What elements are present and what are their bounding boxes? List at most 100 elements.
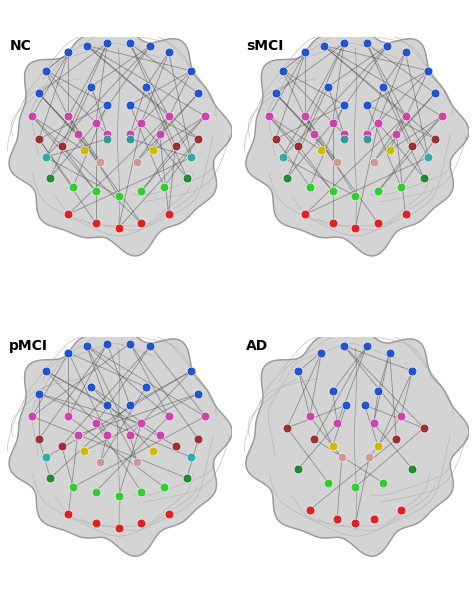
- Point: [397, 412, 405, 421]
- Point: [137, 418, 145, 428]
- Point: [165, 47, 173, 57]
- Point: [370, 418, 377, 428]
- Point: [83, 341, 91, 351]
- Point: [438, 111, 446, 121]
- Point: [340, 100, 348, 109]
- Point: [97, 457, 104, 467]
- Point: [103, 38, 111, 48]
- Point: [126, 100, 134, 109]
- Point: [137, 118, 145, 128]
- Point: [320, 41, 328, 50]
- Point: [363, 100, 371, 109]
- Point: [160, 482, 168, 492]
- Point: [42, 453, 49, 462]
- Point: [329, 218, 337, 228]
- Point: [35, 134, 43, 144]
- Point: [35, 389, 43, 398]
- Point: [301, 111, 309, 121]
- Point: [383, 41, 391, 50]
- Point: [165, 412, 173, 421]
- Point: [165, 510, 173, 519]
- Point: [172, 141, 179, 151]
- Point: [65, 111, 73, 121]
- Point: [160, 182, 168, 192]
- Point: [374, 118, 382, 128]
- Point: [352, 482, 359, 492]
- Point: [397, 182, 405, 192]
- Point: [363, 38, 371, 48]
- Point: [295, 141, 302, 151]
- Point: [379, 82, 386, 91]
- Point: [324, 478, 332, 487]
- Point: [165, 111, 173, 121]
- Point: [83, 41, 91, 50]
- Point: [352, 191, 359, 201]
- Point: [306, 182, 314, 192]
- Point: [103, 400, 111, 410]
- Point: [42, 366, 49, 376]
- Point: [374, 441, 382, 451]
- Point: [365, 453, 373, 462]
- Point: [92, 487, 100, 496]
- Point: [188, 453, 195, 462]
- Point: [103, 100, 111, 109]
- Point: [149, 446, 156, 456]
- Point: [35, 435, 43, 444]
- Point: [126, 400, 134, 410]
- Point: [126, 38, 134, 48]
- Point: [103, 130, 111, 139]
- Point: [333, 514, 341, 523]
- Point: [340, 134, 348, 144]
- Point: [295, 464, 302, 474]
- Point: [201, 111, 209, 121]
- Point: [92, 218, 100, 228]
- Point: [81, 145, 88, 155]
- Point: [409, 366, 416, 376]
- Point: [92, 118, 100, 128]
- Point: [310, 130, 318, 139]
- Point: [92, 186, 100, 196]
- Point: [420, 423, 428, 433]
- Point: [126, 134, 134, 144]
- Point: [352, 223, 359, 233]
- Polygon shape: [246, 29, 469, 256]
- Point: [146, 41, 154, 50]
- Point: [409, 464, 416, 474]
- Point: [374, 186, 382, 196]
- Text: NC: NC: [9, 39, 31, 53]
- Point: [318, 348, 325, 358]
- Point: [137, 519, 145, 528]
- Point: [279, 153, 286, 162]
- Point: [361, 400, 368, 410]
- Point: [183, 173, 191, 183]
- Point: [126, 430, 134, 439]
- Point: [46, 173, 54, 183]
- Point: [194, 435, 202, 444]
- Point: [142, 82, 150, 91]
- Point: [115, 523, 122, 533]
- Point: [92, 519, 100, 528]
- Point: [88, 382, 95, 392]
- Point: [103, 339, 111, 349]
- Point: [425, 66, 432, 76]
- Polygon shape: [9, 330, 232, 556]
- Point: [142, 382, 150, 392]
- Point: [97, 157, 104, 166]
- Point: [69, 482, 77, 492]
- Point: [386, 145, 393, 155]
- Point: [149, 145, 156, 155]
- Point: [35, 88, 43, 98]
- Point: [74, 130, 82, 139]
- Point: [201, 412, 209, 421]
- Point: [133, 457, 141, 467]
- Point: [295, 366, 302, 376]
- Point: [397, 505, 405, 514]
- Point: [392, 435, 400, 444]
- Point: [363, 341, 371, 351]
- Point: [74, 430, 82, 439]
- Point: [329, 118, 337, 128]
- Point: [283, 173, 291, 183]
- Point: [401, 209, 409, 219]
- Point: [374, 218, 382, 228]
- Point: [81, 446, 88, 456]
